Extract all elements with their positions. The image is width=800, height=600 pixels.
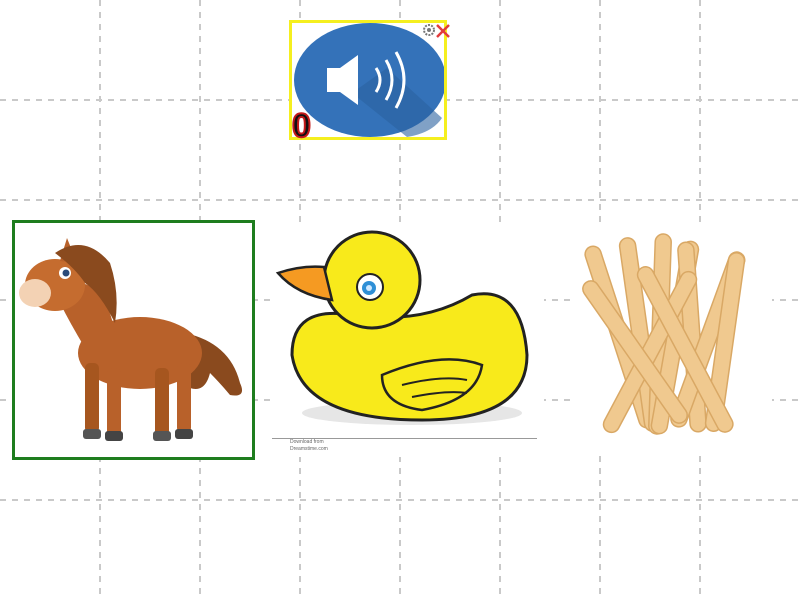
play-counter: 0 (291, 107, 312, 145)
watermark-divider (272, 438, 537, 439)
watermark-line-1: Download from (290, 439, 324, 445)
option-horse[interactable] (12, 220, 255, 460)
close-icon[interactable] (435, 23, 451, 39)
gear-icon[interactable] (422, 23, 436, 37)
horse-picture (19, 238, 243, 441)
speaker-icon (327, 51, 406, 109)
sound-card[interactable]: 0 (289, 20, 450, 145)
duck-picture (275, 230, 529, 425)
watermark-line-2: Dreamstime.com (290, 446, 328, 452)
option-duck[interactable]: Download from Dreamstime.com (272, 225, 544, 457)
play-sound-button[interactable] (292, 23, 444, 137)
popsicle-sticks-picture (582, 233, 746, 435)
option-popsicle-sticks[interactable] (572, 222, 772, 454)
